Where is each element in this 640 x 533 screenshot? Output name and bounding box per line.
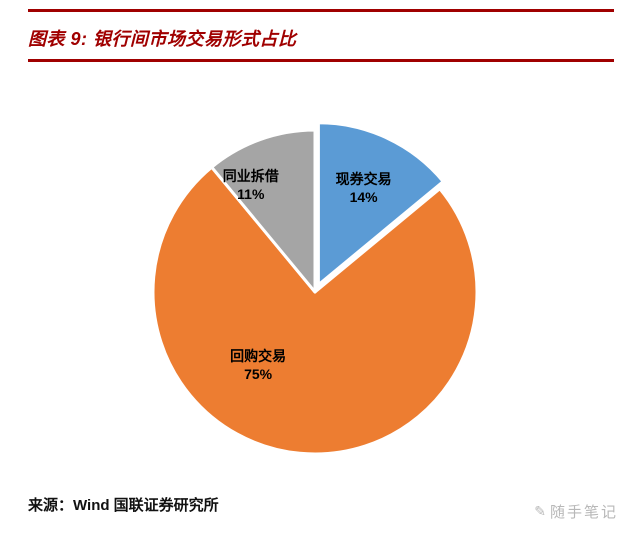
watermark: ✎ 随手笔记: [534, 501, 618, 522]
pie-slice-label: 回购交易 75%: [230, 348, 286, 382]
pie-slice: [210, 128, 317, 294]
pie-slice: [316, 121, 445, 287]
header-rule-top: [28, 9, 614, 12]
pie-slice-label: 现券交易 14%: [336, 171, 392, 205]
pie-slice-label: 同业拆借 11%: [223, 168, 279, 202]
watermark-text: 随手笔记: [549, 504, 618, 521]
notes-logo-icon: ✎: [534, 503, 546, 519]
pie-chart: 现券交易 14% 回购交易 75% 同业拆借 11%: [151, 121, 479, 456]
header-rule-bottom: [28, 59, 614, 62]
source-note: 来源：Wind 国联证券研究所: [28, 497, 219, 514]
figure-title: 图表 9: 银行间市场交易形式占比: [28, 29, 297, 49]
pie-slice: [151, 165, 479, 456]
